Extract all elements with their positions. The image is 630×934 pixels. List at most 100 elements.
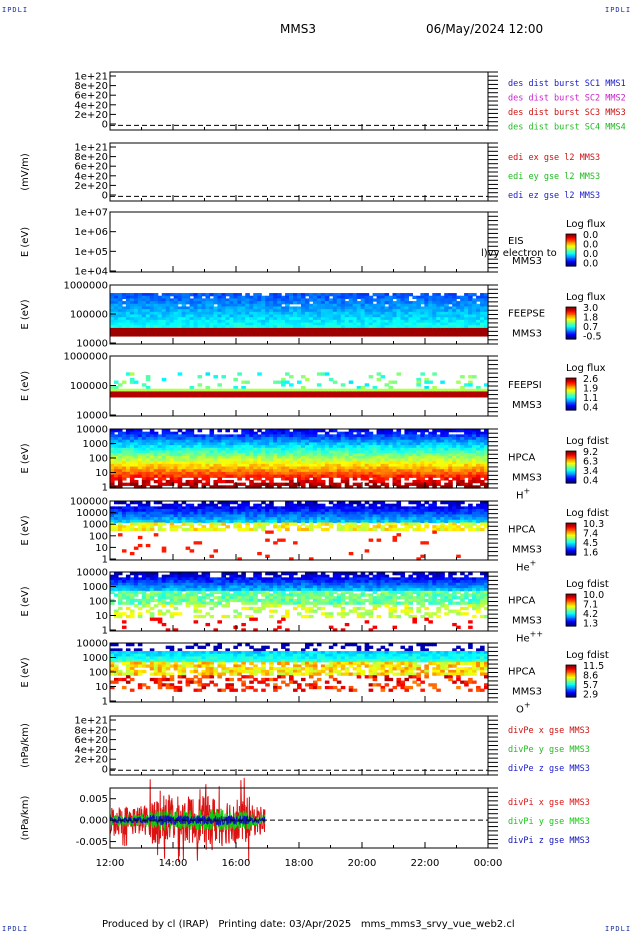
heatmap-cell [217,458,223,462]
heatmap-cell [209,463,215,468]
heatmap-cell [213,309,219,313]
heatmap-cell [460,303,465,308]
heatmap-cell [400,522,406,526]
heatmap-cell [161,437,167,441]
heatmap-cell [304,458,310,462]
heatmap-cell [169,469,175,473]
heatmap-cell [145,442,151,446]
heatmap-cell [229,319,234,324]
heatmap-cell [364,461,370,465]
heatmap-cell [484,461,489,465]
heatmap-cell [436,388,441,393]
heatmap-cell [452,388,457,393]
heatmap-cell [161,377,167,382]
heatmap-cell [460,477,465,481]
heatmap-cell [360,314,366,318]
heatmap-cell [129,450,135,454]
heatmap-cell [468,469,473,473]
heatmap-cell [440,322,445,326]
heatmap-cell [312,309,318,313]
heatmap-cell [281,431,286,435]
heatmap-cell [316,469,322,473]
heatmap-cell [253,431,258,435]
heatmap-cell [460,386,465,390]
heatmap-cell [249,442,254,446]
heatmap-cell [297,380,302,384]
heatmap-cell [364,466,370,470]
heatmap-cell [380,519,386,524]
heatmap-cell [304,391,310,395]
heatmap-cell [344,306,350,310]
heatmap-cell [197,450,203,454]
heatmap-cell [304,306,310,310]
heatmap-cell [336,442,342,446]
heatmap-cell [352,391,358,395]
heatmap-cell [388,509,394,513]
heatmap-cell [273,511,278,516]
heatmap-cell [428,458,433,462]
heatmap-cell [452,501,457,505]
heatmap-cell [281,309,286,313]
heatmap-cell [217,383,223,387]
heatmap-cell [121,394,127,398]
heatmap-cell [356,388,362,393]
heatmap-cell [149,429,155,433]
heatmap-cell [372,391,378,395]
heatmap-cell [356,511,362,516]
heatmap-cell [145,501,151,505]
heatmap-cell [432,503,437,507]
heatmap-cell [452,506,457,510]
heatmap-cell [189,388,195,393]
heatmap-cell [265,391,270,395]
heatmap-cell [229,333,234,337]
heatmap-cell [484,466,489,470]
heatmap-cell [408,319,413,324]
heatmap-cell [197,517,203,521]
heatmap-cell [408,327,413,332]
heatmap-cell [308,309,314,313]
heatmap-cell [432,461,437,465]
heatmap-cell [205,434,211,438]
heatmap-cell [372,330,378,334]
heatmap-cell [400,509,406,513]
heatmap-cell [404,437,410,441]
heatmap-cell [157,522,163,526]
heatmap-cell [380,431,386,435]
heatmap-cell [201,453,207,457]
heatmap-cell [137,429,143,433]
heatmap-cell [157,455,163,460]
heatmap-cell [440,506,445,510]
heatmap-cell [137,298,143,302]
heatmap-cell [229,458,234,462]
heatmap-cell [281,325,286,329]
heatmap-cell [245,517,250,521]
heatmap-cell [177,479,183,484]
heatmap-cell [209,471,215,476]
heatmap-cell [177,301,183,305]
heatmap-cell [312,455,318,460]
heatmap-cell [121,388,127,393]
heatmap-cell [476,333,481,337]
heatmap-cell [360,306,366,310]
heatmap-cell [332,319,338,324]
heatmap-cell [249,506,254,510]
heatmap-cell [173,527,179,532]
heatmap-cell [428,431,433,435]
heatmap-cell [372,525,378,529]
heatmap-cell [245,303,250,308]
heatmap-cell [197,439,203,444]
heatmap-cell [444,394,449,398]
heatmap-cell [308,442,314,446]
heatmap-cell [197,437,203,441]
heatmap-cell [297,327,302,332]
heatmap-cell [245,309,250,313]
heatmap-cell [332,447,338,452]
heatmap-cell [173,501,179,505]
heatmap-cell [197,311,203,316]
heatmap-cell [133,455,139,460]
heatmap-cell [404,482,410,486]
heatmap-cell [336,506,342,510]
heatmap-cell [253,327,258,332]
heatmap-cell [173,445,179,449]
heatmap-cell [205,333,211,337]
